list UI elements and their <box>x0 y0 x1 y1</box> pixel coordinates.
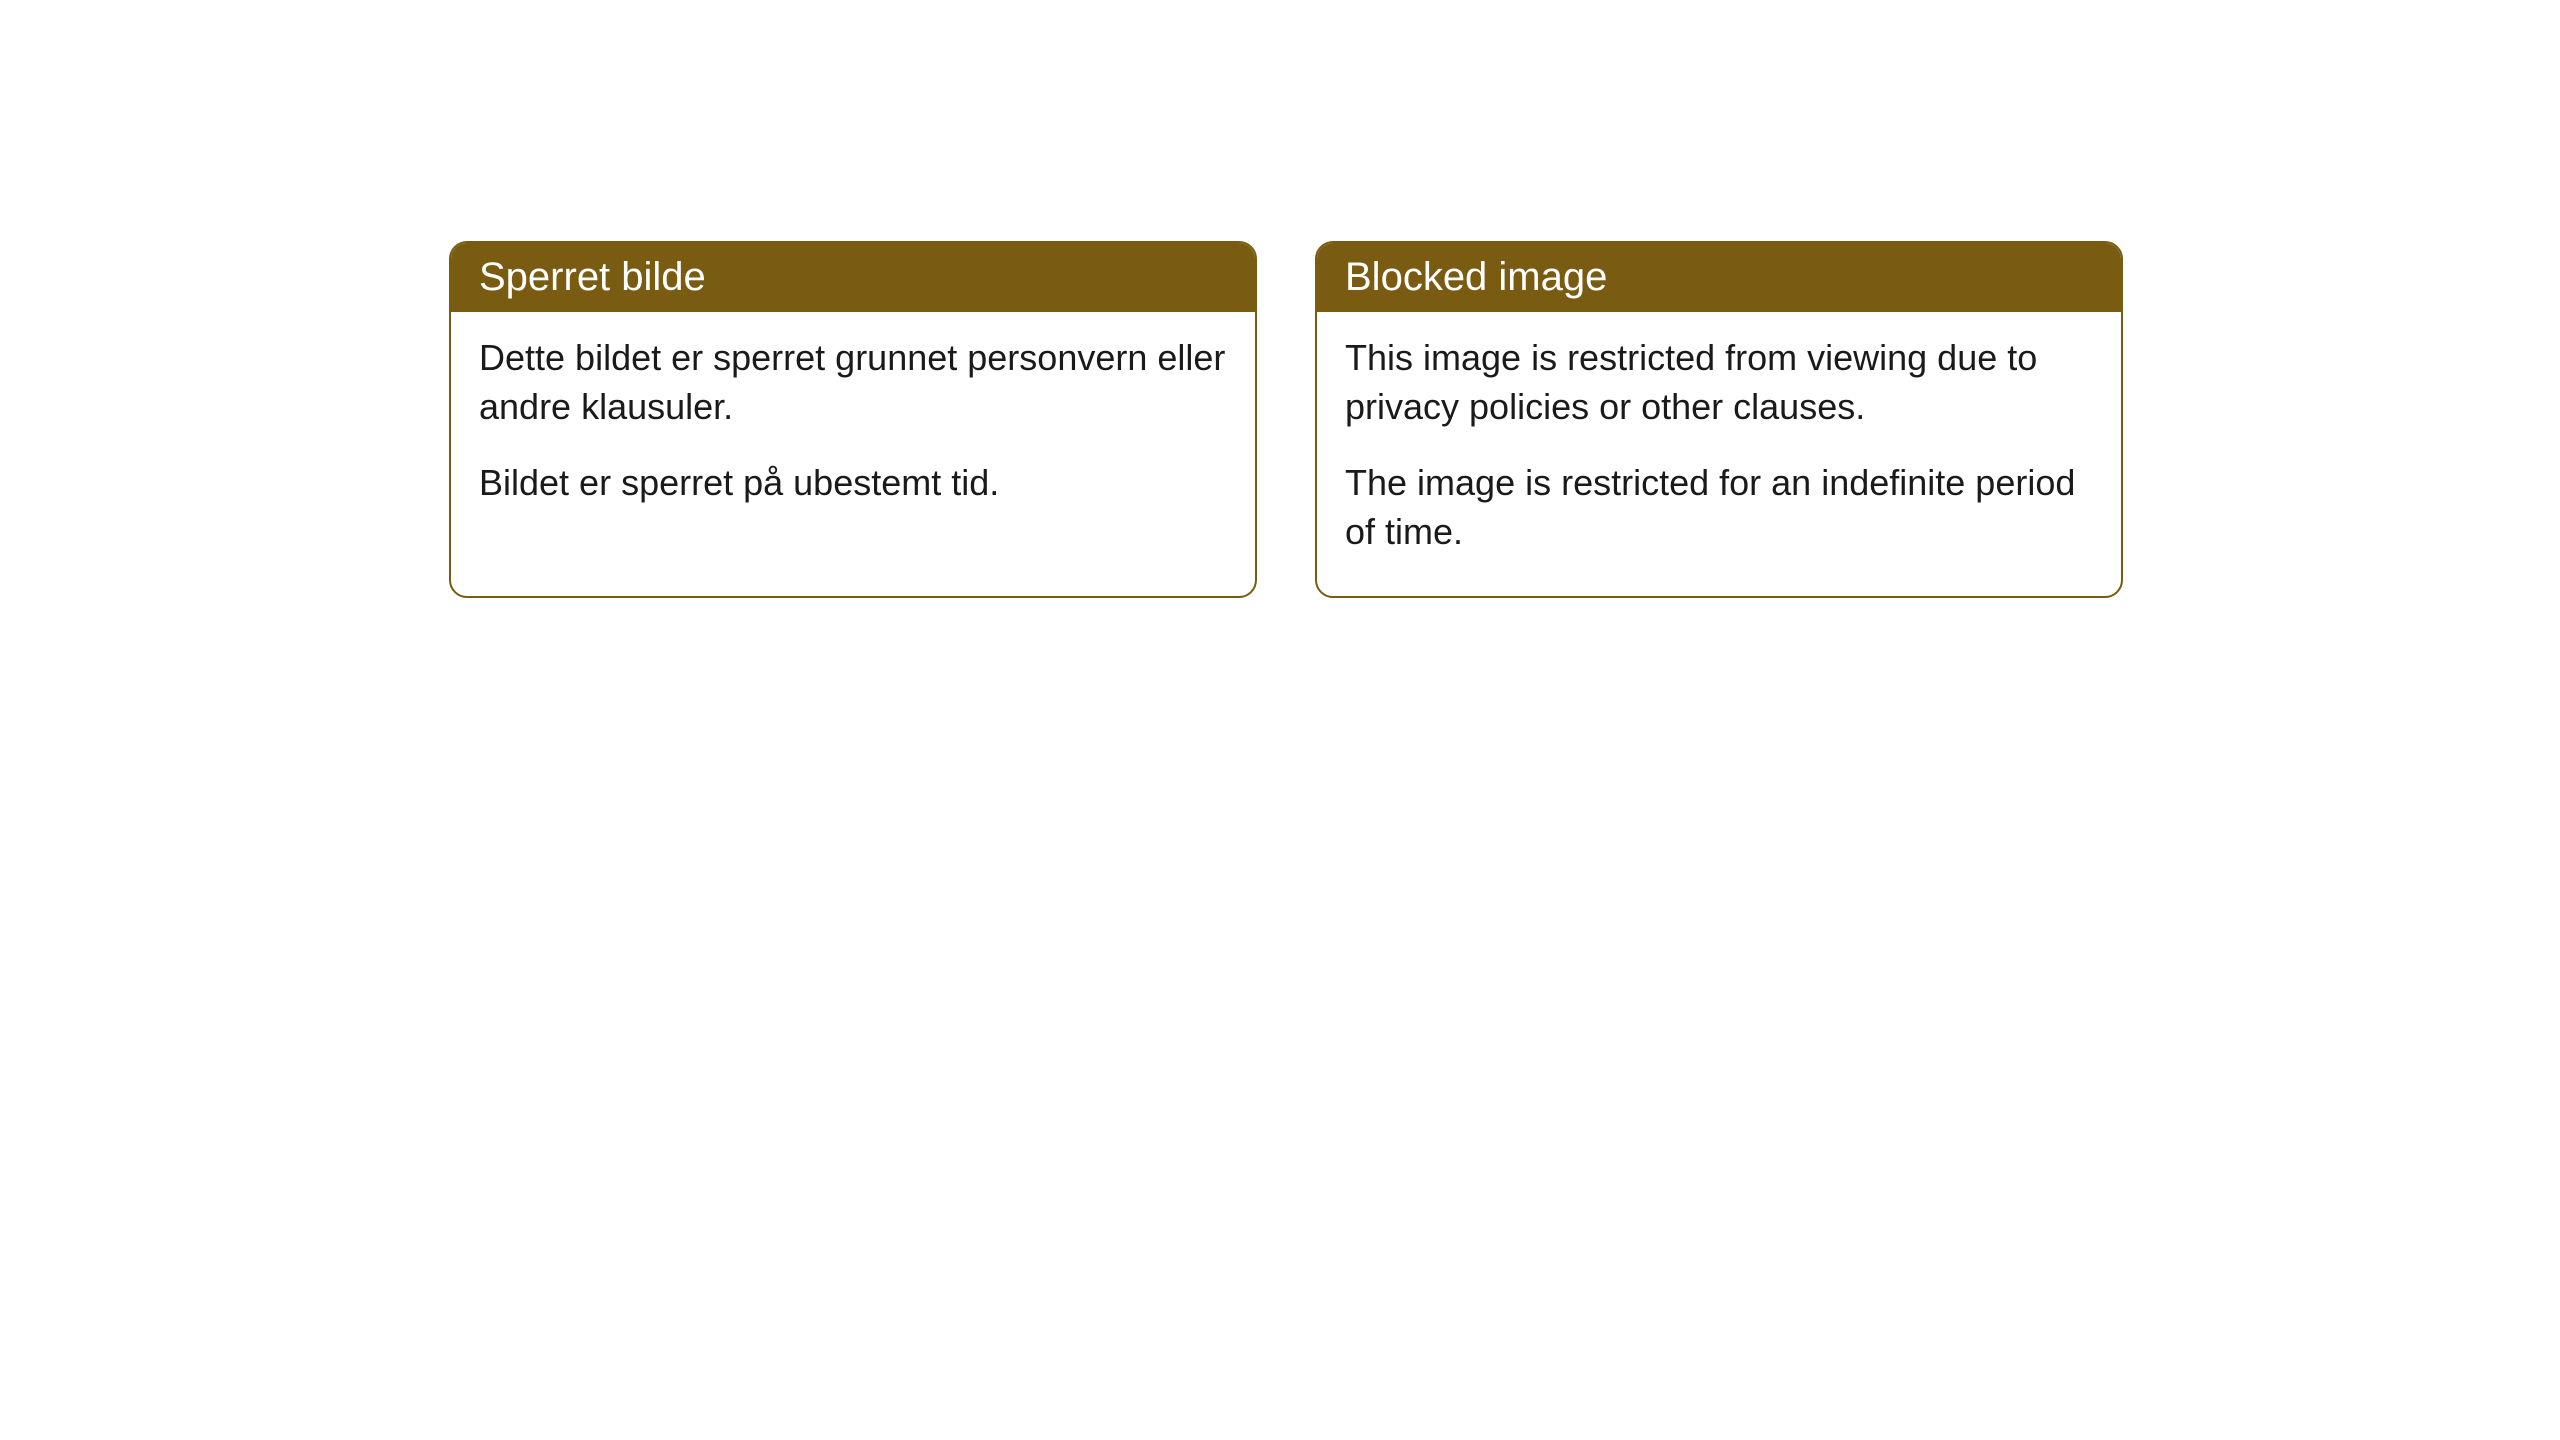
blocked-image-card-english: Blocked image This image is restricted f… <box>1315 241 2123 598</box>
blocked-image-card-norwegian: Sperret bilde Dette bildet er sperret gr… <box>449 241 1257 598</box>
card-title: Blocked image <box>1345 255 1607 299</box>
card-title: Sperret bilde <box>479 255 706 299</box>
card-paragraph: Dette bildet er sperret grunnet personve… <box>479 334 1227 431</box>
card-body-english: This image is restricted from viewing du… <box>1317 312 2121 596</box>
card-paragraph: Bildet er sperret på ubestemt tid. <box>479 459 1227 508</box>
card-paragraph: The image is restricted for an indefinit… <box>1345 459 2093 556</box>
card-header-norwegian: Sperret bilde <box>451 243 1255 312</box>
card-body-norwegian: Dette bildet er sperret grunnet personve… <box>451 312 1255 548</box>
notice-container: Sperret bilde Dette bildet er sperret gr… <box>0 0 2560 598</box>
card-header-english: Blocked image <box>1317 243 2121 312</box>
card-paragraph: This image is restricted from viewing du… <box>1345 334 2093 431</box>
